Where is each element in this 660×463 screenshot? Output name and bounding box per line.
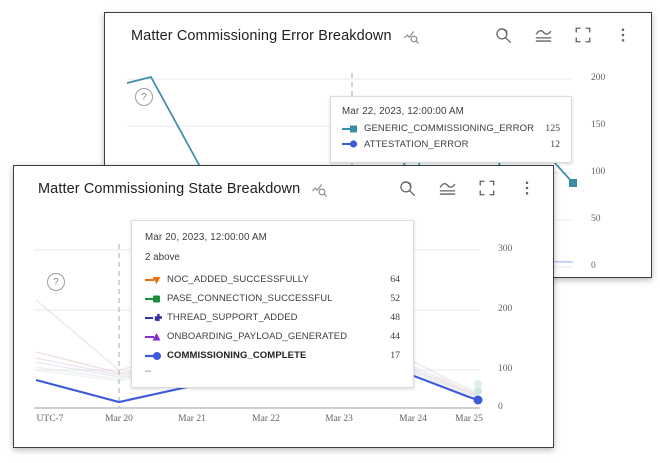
legend-swatch-triangle-down-icon xyxy=(145,274,167,286)
tooltip-row: ATTESTATION_ERROR 12 xyxy=(342,137,560,153)
tooltip-series-value: 125 xyxy=(545,123,560,135)
legend-swatch-circle-icon xyxy=(342,139,364,149)
page-title: Matter Commissioning Error Breakdown xyxy=(131,28,392,44)
more-options-icon[interactable] xyxy=(613,25,633,45)
x-axis-tick: Mar 21 xyxy=(178,414,206,424)
y-axis-tick: 0 xyxy=(591,261,596,271)
tooltip-series-value: 48 xyxy=(390,312,400,323)
tooltip-row-highlighted: COMMISSIONING_COMPLETE 17 xyxy=(145,346,400,365)
card-header: Matter Commissioning State Breakdown xyxy=(14,166,553,212)
chart-tooltip-error: Mar 22, 2023, 12:00:00 AM GENERIC_COMMIS… xyxy=(330,96,572,163)
tooltip-series-label: GENERIC_COMMISSIONING_ERROR xyxy=(364,123,535,135)
reset-zoom-icon[interactable] xyxy=(397,178,417,198)
compare-chart-icon[interactable] xyxy=(533,25,553,45)
tooltip-date: Mar 22, 2023, 12:00:00 AM xyxy=(342,106,464,117)
card-header: Matter Commissioning Error Breakdown xyxy=(105,13,651,59)
series-endpoint-marker xyxy=(473,395,483,405)
tooltip-row: THREAD_SUPPORT_ADDED 48 xyxy=(145,308,400,327)
legend-swatch-plus-icon xyxy=(145,312,167,324)
x-axis-tick: Mar 20 xyxy=(105,414,133,424)
tooltip-series-label: COMMISSIONING_COMPLETE xyxy=(167,350,307,361)
legend-swatch-circle-icon xyxy=(145,350,167,362)
card-actions xyxy=(493,25,633,45)
tooltip-series-label: ONBOARDING_PAYLOAD_GENERATED xyxy=(167,331,348,342)
legend-swatch-triangle-up-icon xyxy=(145,331,167,343)
card-actions xyxy=(397,178,537,198)
fullscreen-icon[interactable] xyxy=(573,25,593,45)
tooltip-series-label: ATTESTATION_ERROR xyxy=(364,138,469,150)
y-axis-tick: 0 xyxy=(498,402,503,412)
tooltip-row: NOC_ADDED_SUCCESSFULLY 64 xyxy=(145,270,400,289)
tooltip-row: PASE_CONNECTION_SUCCESSFUL 52 xyxy=(145,289,400,308)
tooltip-date: Mar 20, 2023, 12:00:00 AM xyxy=(145,232,267,243)
chart-edit-icon[interactable] xyxy=(403,28,420,45)
tooltip-series-label: NOC_ADDED_SUCCESSFULLY xyxy=(167,274,309,285)
chart-edit-icon[interactable] xyxy=(311,181,328,198)
tooltip-series-value: 52 xyxy=(390,293,400,304)
more-options-icon[interactable] xyxy=(517,178,537,198)
chart-tooltip-state: Mar 20, 2023, 12:00:00 AM 2 above NOC_AD… xyxy=(131,220,414,388)
help-icon[interactable]: ? xyxy=(47,273,65,291)
y-axis-tick: 100 xyxy=(591,167,606,177)
tooltip-truncation-indicator: – xyxy=(145,365,152,377)
tooltip-rows: GENERIC_COMMISSIONING_ERROR 125 ATTESTAT… xyxy=(342,121,560,152)
legend-swatch-square-icon xyxy=(145,293,167,305)
y-axis-tick: 200 xyxy=(498,304,513,314)
x-axis-tick: Mar 24 xyxy=(399,414,427,424)
x-axis-tick: Mar 22 xyxy=(252,414,280,424)
tooltip-series-label: PASE_CONNECTION_SUCCESSFUL xyxy=(167,293,333,304)
tooltip-rows: NOC_ADDED_SUCCESSFULLY 64 PASE_CONNECTIO… xyxy=(145,270,400,377)
tooltip-series-label: THREAD_SUPPORT_ADDED xyxy=(167,312,298,323)
fullscreen-icon[interactable] xyxy=(477,178,497,198)
y-axis-tick: 200 xyxy=(591,73,606,83)
tooltip-series-value: 44 xyxy=(390,331,400,342)
tooltip-series-value: 12 xyxy=(550,138,560,150)
tooltip-series-value: 64 xyxy=(390,274,400,285)
compare-chart-icon[interactable] xyxy=(437,178,457,198)
x-axis-tick: Mar 25 xyxy=(455,414,483,424)
series-endpoint-marker xyxy=(569,179,577,187)
help-icon[interactable]: ? xyxy=(135,88,153,106)
tooltip-above-note: 2 above xyxy=(145,252,180,263)
legend-swatch-square-icon xyxy=(342,124,364,134)
y-axis-tick: 300 xyxy=(498,244,513,254)
y-axis-tick: 50 xyxy=(591,214,601,224)
series-endpoint-marker xyxy=(474,387,482,395)
tooltip-series-value: 17 xyxy=(390,350,400,361)
x-axis-tick: UTC-7 xyxy=(36,414,64,424)
reset-zoom-icon[interactable] xyxy=(493,25,513,45)
page-title: Matter Commissioning State Breakdown xyxy=(38,181,301,197)
y-axis-tick: 150 xyxy=(591,120,606,130)
x-axis-tick: Mar 23 xyxy=(325,414,353,424)
series-endpoint-marker xyxy=(474,380,482,388)
tooltip-row: ONBOARDING_PAYLOAD_GENERATED 44 xyxy=(145,327,400,346)
tooltip-row: GENERIC_COMMISSIONING_ERROR 125 xyxy=(342,121,560,137)
y-axis-tick: 100 xyxy=(498,364,513,374)
